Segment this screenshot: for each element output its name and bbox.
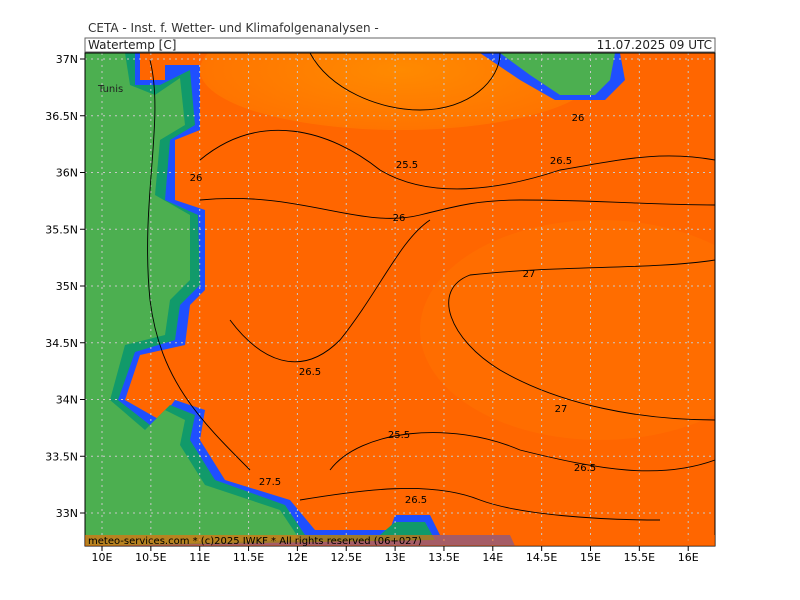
lon-label: 11E [189,551,210,564]
contour-label: 27.5 [259,477,281,488]
isotherm [229,219,431,363]
contour-label: 27 [523,269,536,280]
lat-label: 37N [56,53,78,66]
lat-label: 35N [56,280,78,293]
contour-label: 25.5 [388,430,410,441]
contour-label: 26.5 [299,367,321,378]
lon-label: 12.5E [331,551,362,564]
land [85,53,300,546]
coastline [147,59,251,471]
lat-label: 33N [56,507,78,520]
lat-label: 36N [56,167,78,180]
contour-label: 26.5 [574,463,596,474]
isotherm [309,53,501,111]
lon-label: 12E [287,551,308,564]
contour-label: 26 [393,213,406,224]
isotherm [199,129,715,190]
isotherms [147,53,715,521]
footer-text: meteo-services.com * (c)2025 IWKF * All … [88,536,422,547]
isotherm [448,259,715,421]
lon-label: 10.5E [135,551,166,564]
lat-label: 34.5N [45,337,78,350]
lat-label: 36.5N [45,110,78,123]
place-label: Tunis [97,84,123,95]
variable-label: Watertemp [C] [88,38,176,52]
contour-label: 26.5 [405,495,427,506]
valid-time: 11.07.2025 09 UTC [597,38,712,52]
lon-label: 13.5E [428,551,459,564]
lat-label: 34N [56,394,78,407]
lon-label: 15E [580,551,601,564]
isotherm [199,197,715,219]
land [500,53,615,95]
lon-label: 11.5E [233,551,264,564]
isotherm [299,488,661,521]
warm-area [420,220,715,440]
contour-label: 27 [555,404,568,415]
map-area [85,53,715,546]
contour-label: 26 [190,173,203,184]
header-bar [84,37,716,53]
lat-label: 35.5N [45,223,78,236]
lon-label: 15.5E [624,551,655,564]
lon-label: 14.5E [526,551,557,564]
contour-label: 25.5 [396,160,418,171]
lon-label: 14E [482,551,503,564]
lon-label: 16E [678,551,699,564]
lon-label: 13E [385,551,406,564]
contour-label: 26 [572,113,585,124]
footer-bar [85,535,715,546]
graticule [85,53,715,546]
lat-label: 33.5N [45,450,78,463]
warm-area [200,53,600,130]
lon-label: 10E [92,551,113,564]
contour-label: 26.5 [550,156,572,167]
header-title: CETA - Inst. f. Wetter- und Klimafolgena… [88,21,379,35]
isotherm [329,432,715,472]
